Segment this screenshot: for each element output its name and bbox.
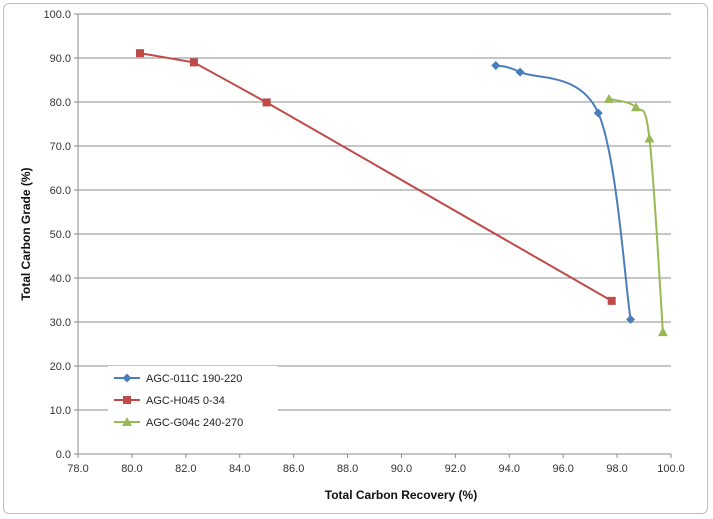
y-tick-label: 100.0: [43, 9, 71, 21]
series-line-agc-h045-0-34: [139, 52, 613, 302]
legend-item-agc-h045-0-34: AGC-H045 0-34: [114, 395, 225, 407]
y-tick-label: 0.0: [56, 449, 71, 461]
series-line-agc-011c-190-220: [495, 64, 632, 320]
y-tick-label: 70.0: [50, 141, 71, 153]
data-point-agc-011c-190-220-3: [593, 108, 603, 118]
data-point-agc-g04c-240-270-2: [630, 102, 641, 112]
series-layer: [135, 49, 668, 337]
x-tick-label: 80.0: [121, 463, 142, 475]
x-tick-label: 94.0: [499, 463, 520, 475]
data-point-agc-g04c-240-270-4: [657, 327, 668, 337]
data-point-agc-h045-0-34-1: [135, 49, 144, 58]
x-tick-label: 100.0: [657, 463, 685, 475]
axes: [74, 13, 672, 458]
y-tick-label: 30.0: [50, 317, 71, 329]
x-tick-label: 82.0: [175, 463, 196, 475]
y-tick-label: 10.0: [50, 405, 71, 417]
series-agc-g04c-240-270: [604, 93, 668, 337]
y-tick-label: 50.0: [50, 229, 71, 241]
data-point-agc-011c-190-220-2: [515, 67, 525, 77]
x-tick-label: 96.0: [552, 463, 573, 475]
x-tick-label: 84.0: [229, 463, 250, 475]
legend-marker: [122, 373, 132, 383]
data-point-agc-h045-0-34-2: [189, 58, 198, 67]
y-axis-title: Total Carbon Grade (%): [19, 167, 33, 300]
x-tick-label: 98.0: [606, 463, 627, 475]
legend: AGC-011C 190-220 AGC-H045 0-34 AGC-G04c 24…: [108, 366, 278, 436]
x-tick-label: 86.0: [283, 463, 304, 475]
tick-labels: 0.0 10.0 20.0 30.0 40.0 50.0 60.0 70.0 80.0 90.0 1…: [43, 9, 684, 475]
x-axis-title: Total Carbon Recovery (%): [325, 488, 477, 502]
legend-item-agc-011c-190-220: AGC-011C 190-220: [114, 373, 242, 385]
x-tick-label: 90.0: [391, 463, 412, 475]
y-tick-label: 20.0: [50, 361, 71, 373]
data-point-agc-011c-190-220-1: [491, 60, 501, 70]
data-point-agc-g04c-240-270-1: [604, 93, 615, 103]
series-line-agc-g04c-240-270: [608, 97, 664, 333]
x-tick-label: 78.0: [67, 463, 88, 475]
series-agc-011c-190-220: [491, 60, 636, 324]
data-point-agc-g04c-240-270-3: [644, 133, 655, 143]
data-point-agc-011c-190-220-4: [626, 314, 636, 324]
legend-label: AGC-011C 190-220: [146, 373, 242, 385]
x-tick-label: 88.0: [337, 463, 358, 475]
y-tick-label: 60.0: [50, 185, 71, 197]
legend-marker: [123, 396, 131, 404]
legend-item-agc-g04c-240-270: AGC-G04c 240-270: [114, 417, 243, 429]
data-point-agc-h045-0-34-4: [607, 296, 616, 305]
y-tick-label: 40.0: [50, 273, 71, 285]
legend-marker: [122, 417, 132, 426]
y-tick-label: 90.0: [50, 53, 71, 65]
legend-label: AGC-G04c 240-270: [146, 417, 243, 429]
data-point-agc-h045-0-34-3: [262, 98, 271, 107]
y-tick-label: 80.0: [50, 97, 71, 109]
legend-label: AGC-H045 0-34: [146, 395, 225, 407]
gridlines: [78, 13, 671, 411]
series-agc-h045-0-34: [135, 49, 616, 305]
x-tick-label: 92.0: [445, 463, 466, 475]
